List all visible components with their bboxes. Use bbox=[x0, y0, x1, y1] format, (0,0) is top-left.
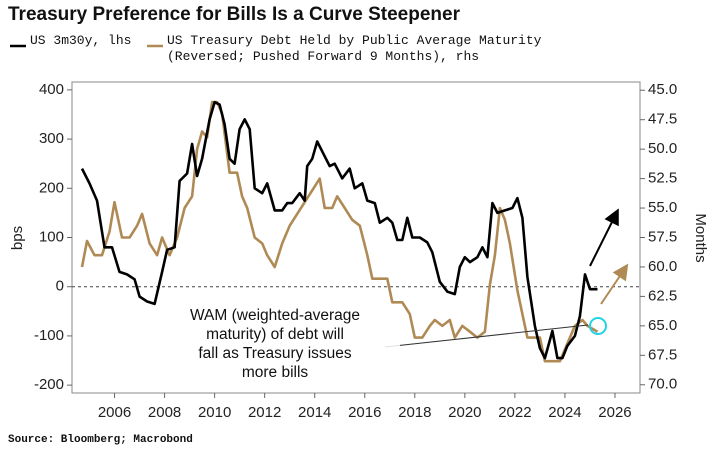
y-tick-label: 300 bbox=[39, 130, 64, 147]
legend-entry: US 3m30y, lhs bbox=[30, 33, 132, 48]
y-tick-label: -100 bbox=[34, 327, 64, 344]
x-tick-label: 2008 bbox=[148, 404, 181, 421]
x-tick-label: 2006 bbox=[98, 404, 131, 421]
y2-tick-label: 62.5 bbox=[648, 287, 677, 304]
y2-tick-label: 65.0 bbox=[648, 317, 677, 334]
chart-title: Treasury Preference for Bills Is a Curve… bbox=[8, 4, 460, 25]
x-tick-label: 2018 bbox=[398, 404, 431, 421]
y-tick-label: -200 bbox=[34, 376, 64, 393]
y2-tick-label: 52.5 bbox=[648, 170, 677, 187]
y2-tick-label: 57.5 bbox=[648, 228, 677, 245]
plot-area bbox=[72, 100, 640, 363]
annotation: WAM (weighted-average maturity) of debt … bbox=[150, 306, 400, 382]
y-axis-label: bps bbox=[9, 226, 26, 250]
x-tick-label: 2022 bbox=[498, 404, 531, 421]
y2-tick-label: 47.5 bbox=[648, 111, 677, 128]
y-tick-label: 200 bbox=[39, 179, 64, 196]
y2-tick-label: 50.0 bbox=[648, 140, 677, 157]
y2-tick-label: 70.0 bbox=[648, 376, 677, 393]
x-tick-label: 2016 bbox=[348, 404, 381, 421]
y-tick-label: 400 bbox=[39, 81, 64, 98]
y-tick-label: 100 bbox=[39, 228, 64, 245]
x-tick-label: 2020 bbox=[448, 404, 481, 421]
y2-tick-label: 67.5 bbox=[648, 346, 677, 363]
highlight-circle bbox=[589, 317, 607, 335]
x-tick-label: 2024 bbox=[548, 404, 581, 421]
source-note: Source: Bloomberg; Macrobond bbox=[8, 434, 193, 446]
x-tick-label: 2026 bbox=[598, 404, 631, 421]
y2-tick-label: 55.0 bbox=[648, 199, 677, 216]
x-tick-label: 2014 bbox=[298, 404, 331, 421]
y2-tick-label: 45.0 bbox=[648, 81, 677, 98]
x-tick-label: 2010 bbox=[198, 404, 231, 421]
legend-entry: US Treasury Debt Held by Public Average … bbox=[167, 33, 542, 64]
series-line bbox=[80, 100, 598, 360]
y2-tick-label: 60.0 bbox=[648, 258, 677, 275]
series-line bbox=[80, 100, 599, 363]
y2-axis-label: Months bbox=[692, 213, 709, 262]
x-tick-label: 2012 bbox=[248, 404, 281, 421]
arrow bbox=[589, 208, 619, 267]
y-tick-label: 0 bbox=[56, 278, 64, 295]
arrow bbox=[600, 263, 629, 305]
annotation-pointer bbox=[384, 324, 589, 348]
